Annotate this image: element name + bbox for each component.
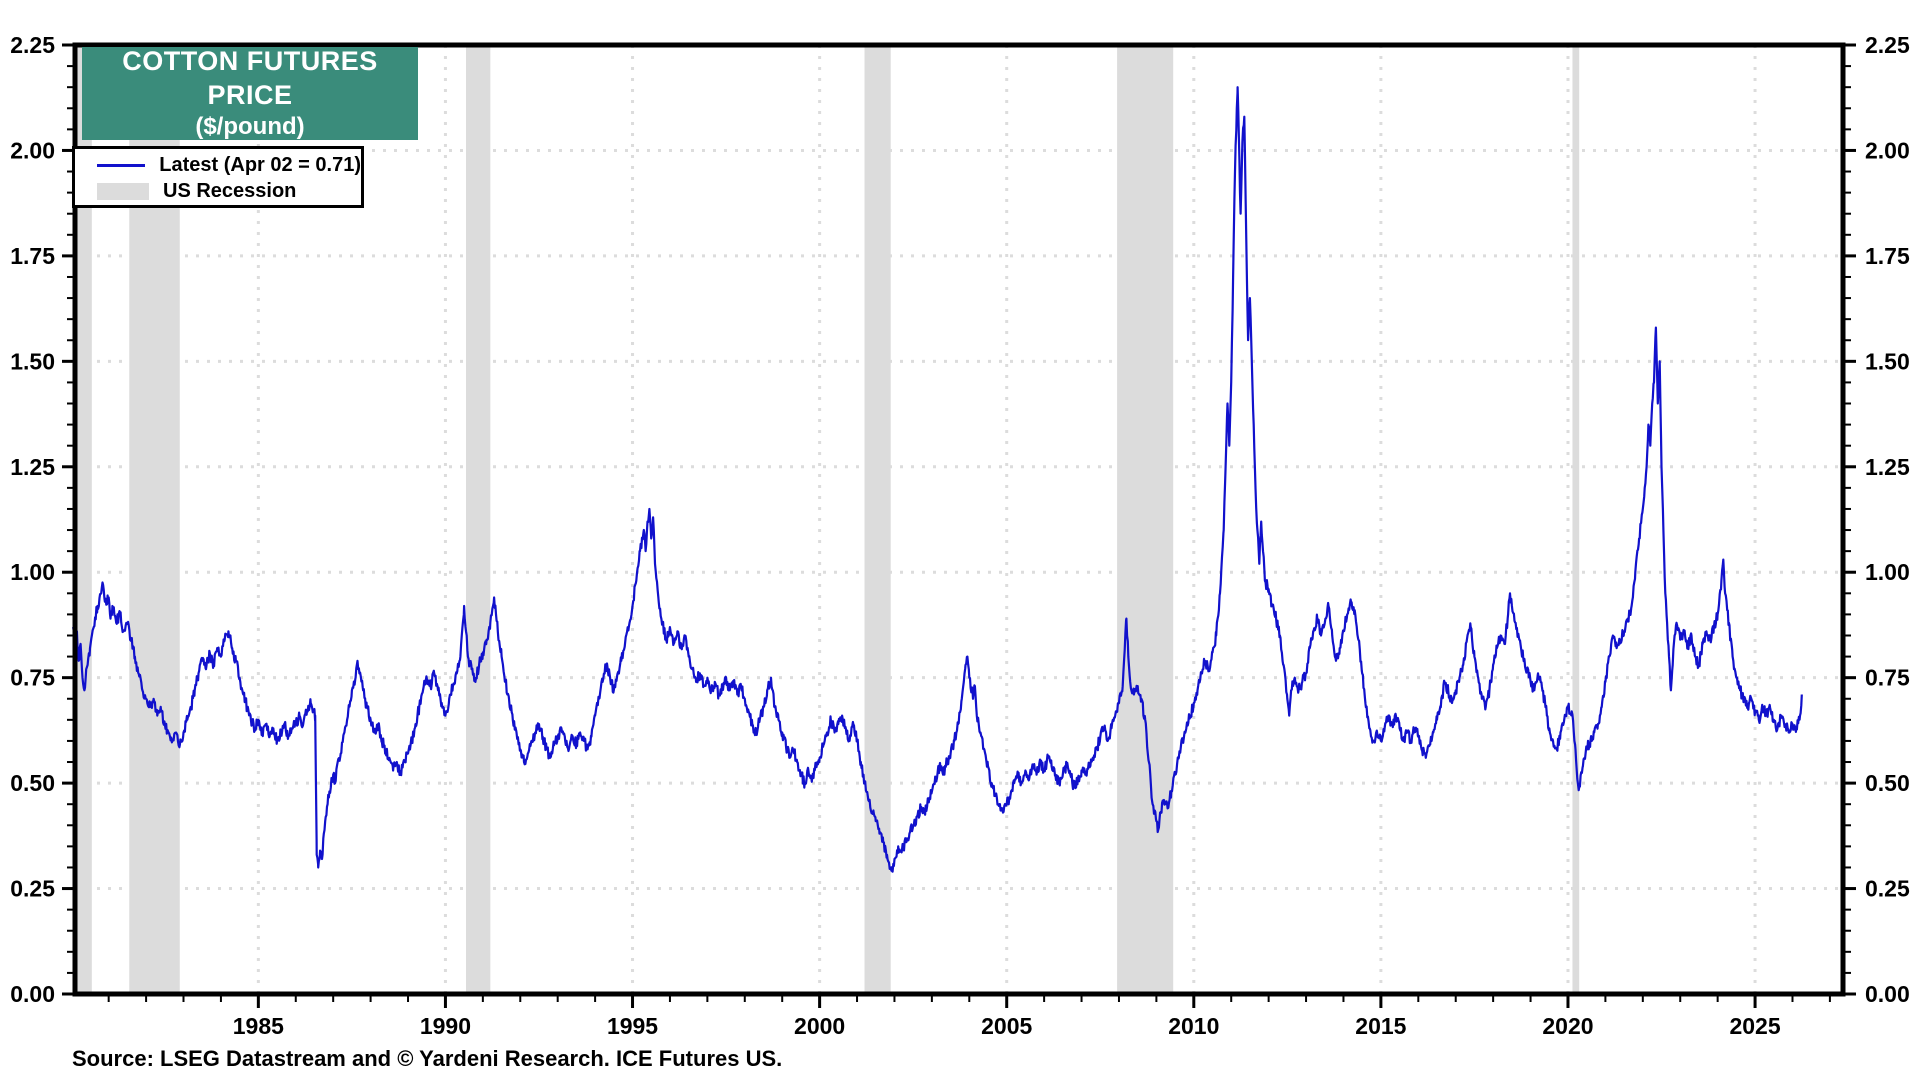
- legend-recession-label: US Recession: [163, 179, 297, 202]
- y-axis-label-right: 2.25: [1865, 32, 1910, 58]
- source-attribution: Source: LSEG Datastream and © Yardeni Re…: [72, 1046, 783, 1071]
- x-axis-label: 1985: [233, 1013, 284, 1039]
- y-axis-label-left: 1.25: [10, 454, 55, 480]
- y-axis-label-right: 0.00: [1865, 981, 1910, 1007]
- chart-subtitle: ($/pound): [195, 113, 305, 141]
- chart-title: COTTON FUTURES PRICE: [122, 45, 378, 110]
- recession-band: [864, 45, 891, 994]
- y-axis-label-left: 2.00: [10, 137, 55, 163]
- y-axis-label-left: 0.25: [10, 876, 55, 902]
- x-axis-label: 2025: [1729, 1013, 1780, 1039]
- y-axis-label-left: 0.00: [10, 981, 55, 1007]
- y-axis-label-left: 1.75: [10, 243, 55, 269]
- y-axis-label-right: 0.75: [1865, 665, 1910, 691]
- recession-band: [466, 45, 491, 994]
- recession-band: [1117, 45, 1174, 994]
- legend-item-recession: US Recession: [75, 178, 361, 204]
- x-axis-label: 2005: [981, 1013, 1032, 1039]
- y-axis-label-right: 1.75: [1865, 243, 1910, 269]
- x-axis-label: 2015: [1355, 1013, 1406, 1039]
- y-axis-label-right: 1.25: [1865, 454, 1910, 480]
- legend: Latest (Apr 02 = 0.71) US Recession: [72, 146, 364, 208]
- y-axis-label-left: 2.25: [10, 32, 55, 58]
- x-axis-label: 1990: [420, 1013, 471, 1039]
- chart-title-box: COTTON FUTURES PRICE ($/pound): [82, 45, 418, 141]
- y-axis-label-right: 1.00: [1865, 559, 1910, 585]
- y-axis-label-right: 2.00: [1865, 137, 1910, 163]
- y-axis-label-right: 0.25: [1865, 876, 1910, 902]
- y-axis-label-left: 1.00: [10, 559, 55, 585]
- y-axis-label-right: 1.50: [1865, 348, 1910, 374]
- legend-item-latest: Latest (Apr 02 = 0.71): [75, 152, 361, 178]
- recession-band-swatch: [97, 182, 149, 200]
- latest-line-swatch: [97, 163, 146, 167]
- y-axis-label-right: 0.50: [1865, 770, 1910, 796]
- price-line: [72, 86, 1803, 873]
- plot-border: [72, 42, 1846, 997]
- y-axis-label-left: 1.50: [10, 348, 55, 374]
- x-axis-label: 1995: [607, 1013, 658, 1039]
- legend-latest-label: Latest (Apr 02 = 0.71): [159, 153, 361, 176]
- x-axis-label: 2020: [1542, 1013, 1593, 1039]
- y-axis-label-left: 0.75: [10, 665, 55, 691]
- y-axis-label-left: 0.50: [10, 770, 55, 796]
- recession-band: [75, 45, 92, 994]
- x-axis-label: 2000: [794, 1013, 845, 1039]
- recession-band: [1572, 45, 1580, 994]
- x-axis-label: 2010: [1168, 1013, 1219, 1039]
